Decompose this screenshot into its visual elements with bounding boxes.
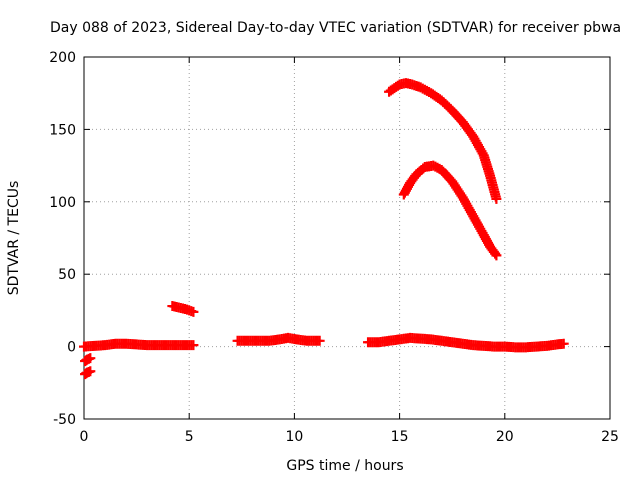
data-point <box>85 353 96 364</box>
data-point <box>314 335 325 346</box>
data-series <box>79 78 569 380</box>
data-point <box>85 366 96 377</box>
chart-title: Day 088 of 2023, Sidereal Day-to-day VTE… <box>50 20 621 36</box>
series-high-arc-2 <box>398 160 502 261</box>
data-point <box>490 248 501 259</box>
y-tick-label: 150 <box>49 122 76 138</box>
x-tick-label: 0 <box>80 429 89 445</box>
grid-lines <box>84 57 610 419</box>
x-tick-label: 20 <box>496 429 514 445</box>
plot-frame <box>83 56 611 420</box>
y-tick-label: 100 <box>49 195 76 211</box>
y-tick-label: -50 <box>53 412 76 428</box>
y-tick-label: 0 <box>67 340 76 356</box>
x-tick-label: 15 <box>391 429 409 445</box>
data-point <box>491 250 502 261</box>
series-baseline-3 <box>363 332 569 353</box>
series-baseline-1 <box>79 338 199 352</box>
series-arc-start-2 <box>80 366 96 380</box>
series-high-arc-1 <box>384 78 502 204</box>
series-short-arc-1 <box>167 301 199 317</box>
x-tick-label: 25 <box>601 429 619 445</box>
y-axis-label: SDTVAR / TECUs <box>6 181 22 296</box>
data-point <box>188 306 199 317</box>
x-axis-label: GPS time / hours <box>286 458 403 474</box>
x-tick-label: 5 <box>185 429 194 445</box>
data-point <box>188 340 199 351</box>
data-point <box>558 338 569 349</box>
data-point <box>491 193 502 204</box>
series-arc-start-1 <box>80 353 96 367</box>
series-baseline-2 <box>232 332 325 346</box>
y-tick-label: 200 <box>49 50 76 66</box>
y-tick-label: 50 <box>58 267 76 283</box>
x-tick-label: 10 <box>285 429 303 445</box>
